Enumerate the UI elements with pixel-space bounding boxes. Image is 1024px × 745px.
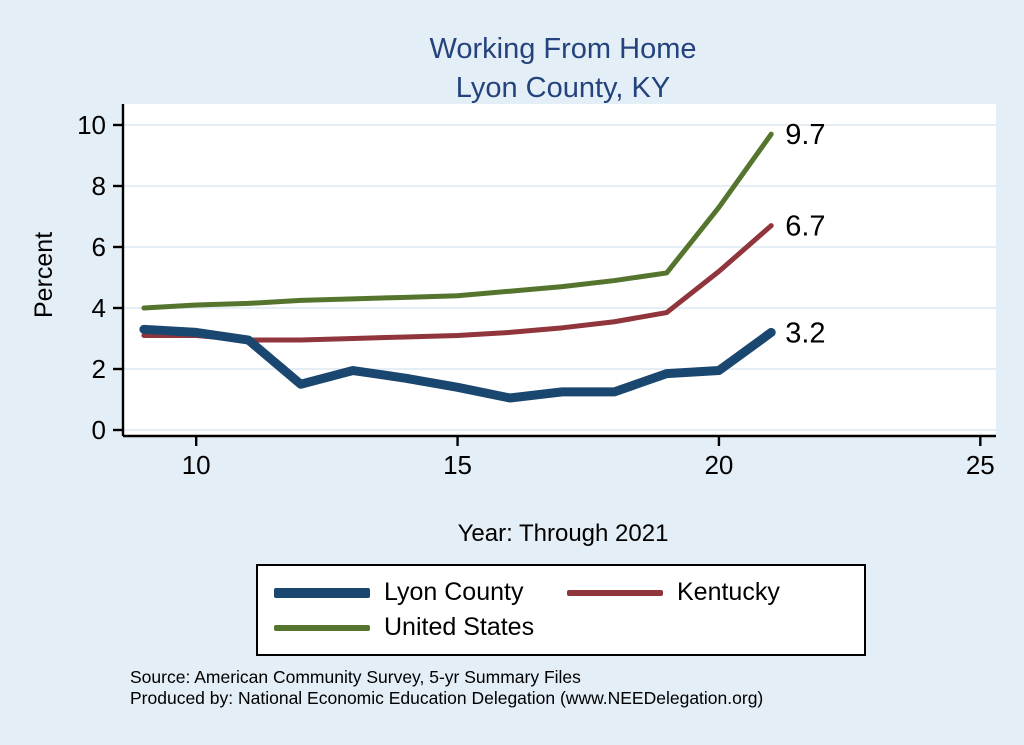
- x-tick-label-20: 20: [704, 450, 733, 480]
- y-tick-label-2: 2: [92, 354, 106, 384]
- legend-label-united-states: United States: [384, 613, 535, 641]
- legend-swatch-lyon-county: [274, 587, 370, 598]
- plot-background: [123, 104, 996, 436]
- x-tick-label-15: 15: [443, 450, 472, 480]
- legend-swatch-kentucky: [567, 589, 663, 596]
- x-axis-label: Year: Through 2021: [457, 520, 669, 547]
- x-tick-label-25: 25: [966, 450, 995, 480]
- chart-title-line1: Working From Home: [429, 33, 697, 65]
- legend: Lyon County Kentucky United States: [256, 564, 866, 656]
- y-tick-label-0: 0: [92, 415, 106, 445]
- chart-title: Working From Home Lyon County, KY: [103, 30, 1023, 107]
- legend-label-lyon-county: Lyon County: [384, 578, 524, 606]
- footer-notes: Source: American Community Survey, 5-yr …: [130, 667, 763, 710]
- legend-label-kentucky: Kentucky: [677, 578, 780, 606]
- chart-title-line2: Lyon County, KY: [455, 71, 671, 104]
- y-tick-label-4: 4: [92, 293, 106, 323]
- end-label-kentucky: 6.7: [785, 211, 825, 243]
- y-tick-label-8: 8: [92, 171, 106, 201]
- end-label-lyon-county: 3.2: [785, 317, 825, 349]
- legend-item-united-states: United States: [268, 615, 561, 640]
- x-tick-label-10: 10: [182, 450, 211, 480]
- y-tick-label-10: 10: [77, 110, 106, 140]
- produced-by-note: Produced by: National Economic Education…: [130, 688, 764, 709]
- source-note: Source: American Community Survey, 5-yr …: [130, 667, 581, 687]
- legend-swatch-united-states: [274, 624, 370, 631]
- end-label-united-states: 9.7: [785, 119, 825, 151]
- legend-item-kentucky: Kentucky: [561, 580, 854, 605]
- y-tick-label-6: 6: [92, 232, 106, 262]
- legend-item-lyon-county: Lyon County: [268, 580, 561, 605]
- series-line-united-states: [141, 131, 774, 311]
- y-axis-label: Percent: [30, 231, 58, 318]
- series-line-lyon-county: [139, 324, 776, 403]
